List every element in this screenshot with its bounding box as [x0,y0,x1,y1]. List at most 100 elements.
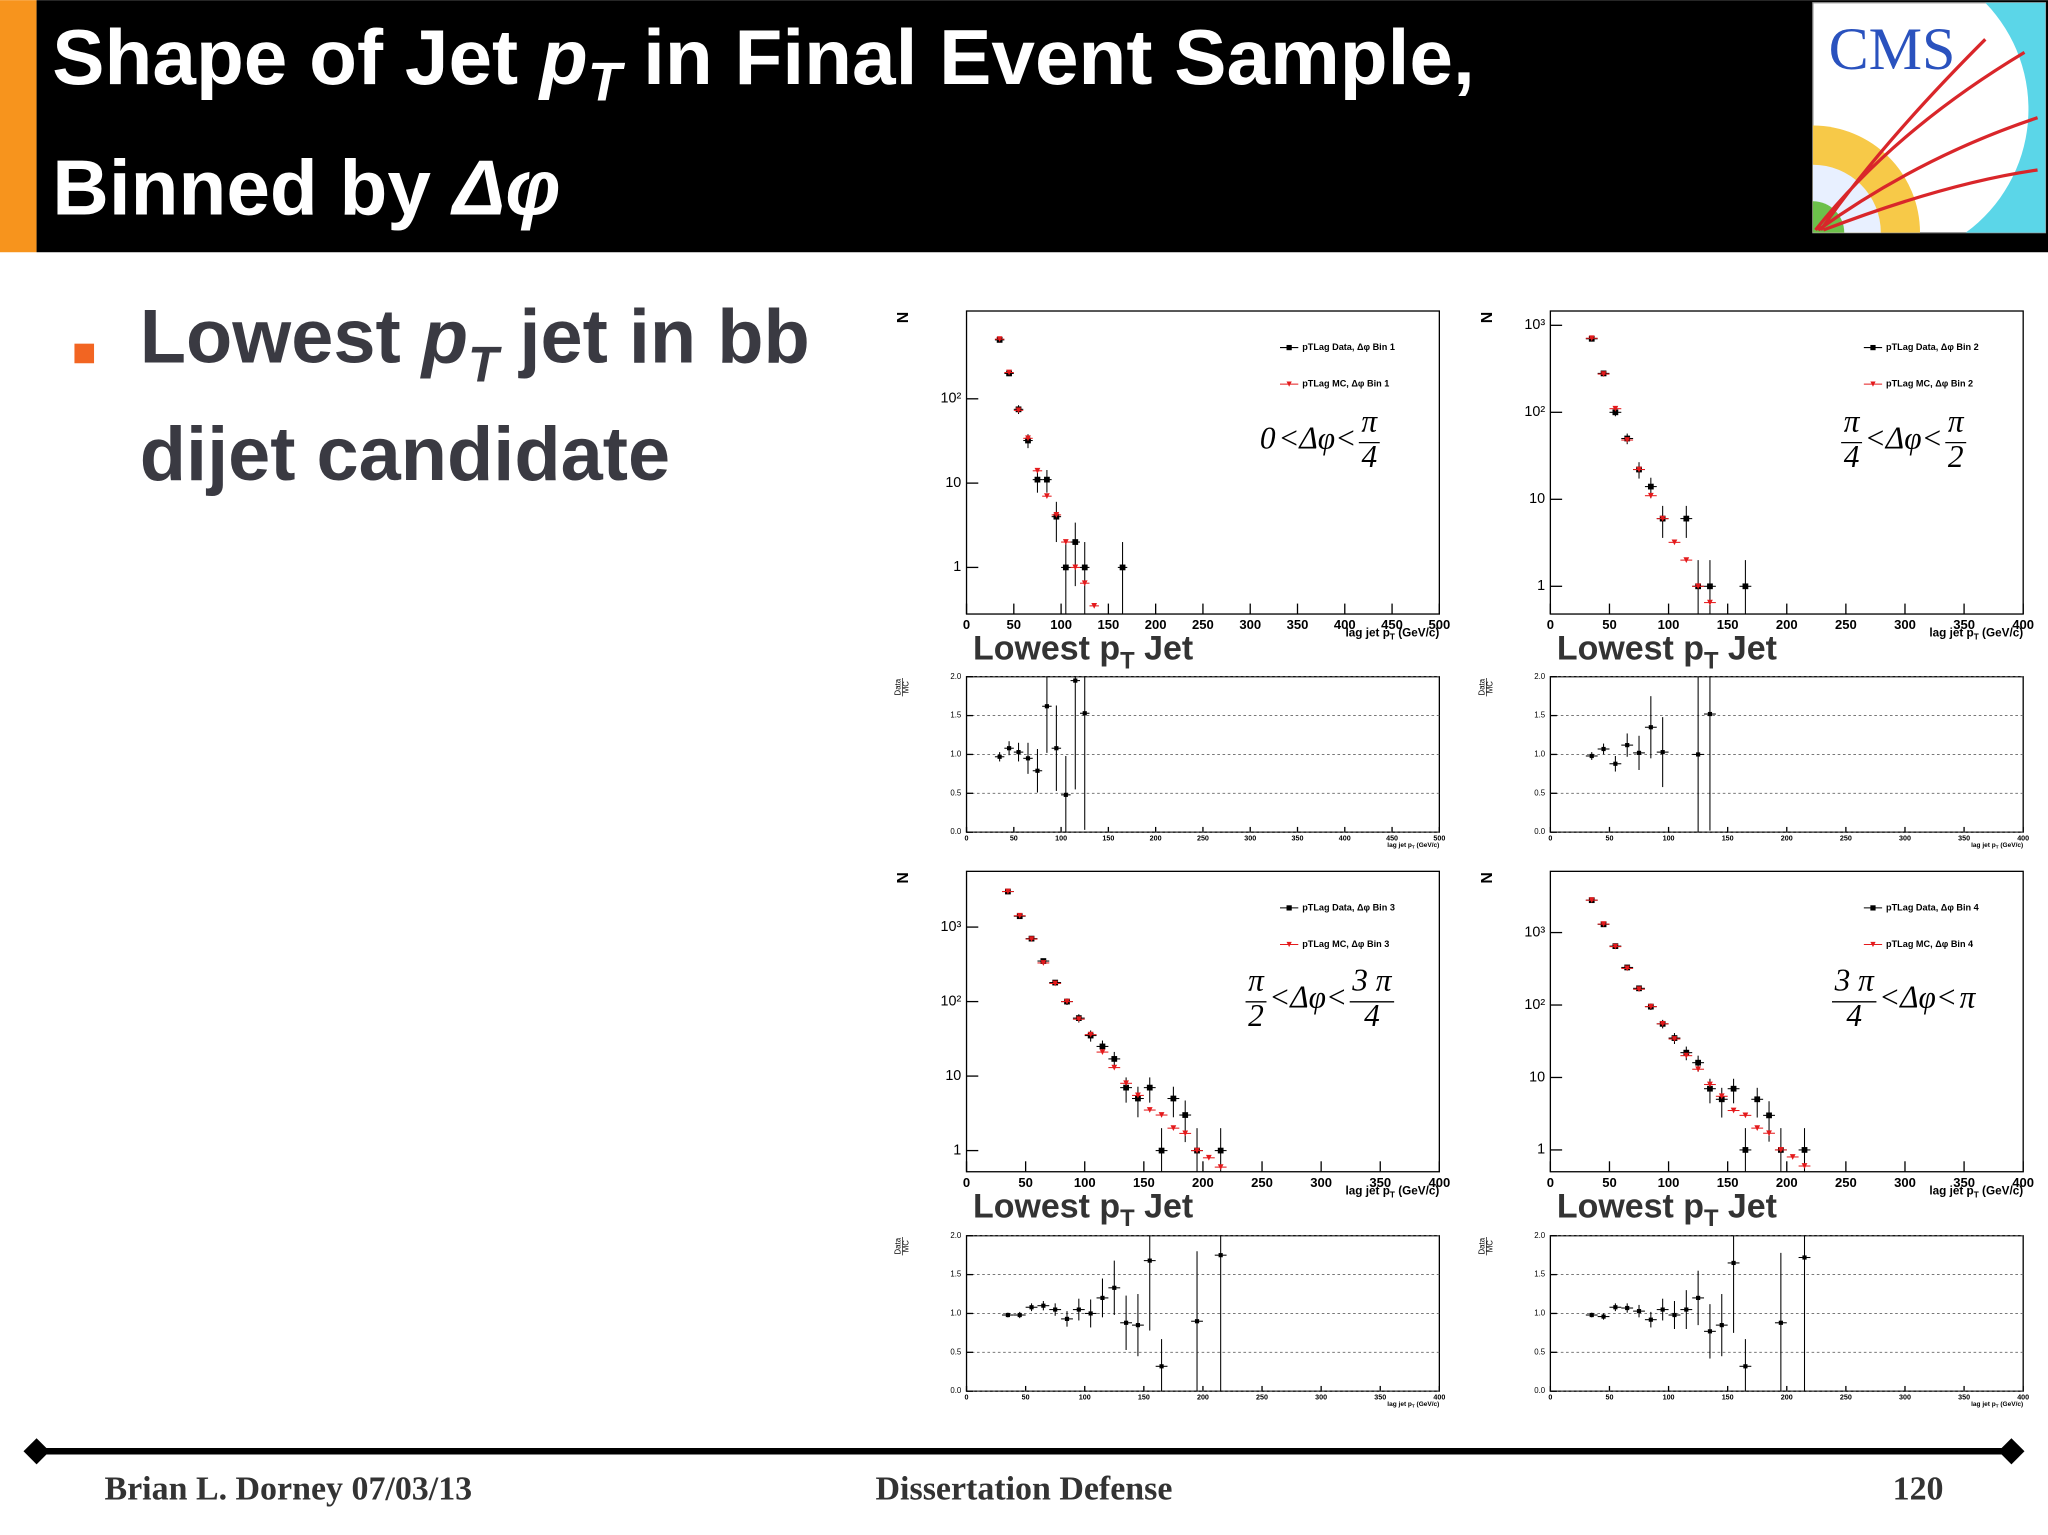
annotation-text: π [1960,980,1977,1015]
y-tick-label: 10 [1529,1069,1545,1085]
footer-diamond [23,1438,50,1465]
x-tick-label: 50 [1007,617,1022,632]
point [1612,943,1619,950]
point [1112,1285,1117,1290]
point [1062,564,1069,571]
point [1034,467,1041,474]
text-part: (GeV/c) [1979,627,2023,640]
legend-label: pTLag MC, Δφ Bin 1 [1302,379,1389,389]
point [1600,371,1607,377]
y-tick-label: 10² [1524,404,1545,420]
x-tick-label: 250 [1256,1394,1268,1402]
point [1158,1147,1165,1154]
point [1111,1056,1118,1062]
point [1659,515,1666,522]
point [1017,1312,1022,1318]
accent-strip [0,0,37,253]
point [1025,435,1031,442]
point [1053,512,1060,518]
point [1044,493,1050,500]
x-tick-label: 350 [1292,835,1304,843]
point [1081,564,1088,571]
page-number: 120 [1893,1471,1944,1508]
y-tick-label: 10 [945,475,961,491]
y-axis-label: MC [902,1240,911,1253]
plot-frame [965,870,1440,1173]
y-axis-label: MC [1485,1240,1494,1253]
text-part: (GeV/c) [1999,842,2024,849]
y-axis-label: N [1477,872,1494,883]
text-part: T [1974,1191,1979,1200]
y-tick-label: 10³ [941,919,962,935]
x-tick-label: 400 [1339,835,1351,843]
point [1659,1020,1666,1027]
annotation-text: <Δφ< [1278,420,1356,455]
point [1624,437,1631,443]
point [1707,1085,1713,1092]
bullet-text: Lowest pT jet in bb [140,294,810,392]
point [1683,1052,1690,1059]
point [1119,564,1126,571]
bullet-part: jet in bb [498,294,809,379]
point [1789,1154,1796,1160]
point [1063,792,1068,797]
point [996,336,1003,343]
text-part: Jet [1719,630,1777,668]
x-tick-label: 100 [1079,1394,1091,1402]
x-tick-label: 50 [1022,1394,1030,1402]
x-tick-label: 0 [963,617,970,632]
x-tick-label: 350 [1374,1394,1386,1402]
annotation-denominator: 4 [1364,998,1380,1033]
legend-marker [1870,381,1876,387]
annotation-numerator: π [1844,404,1861,439]
annotation-numerator: π [1361,404,1378,439]
point [1648,725,1653,730]
text-part: lag jet p [1971,842,1996,849]
y-axis-label: N [893,312,910,323]
point [1707,583,1713,590]
point [1683,557,1690,563]
point [1684,1307,1689,1312]
y-tick-label: 0.0 [1534,1386,1546,1395]
point [1081,580,1088,587]
text-part: lag jet p [1929,627,1973,640]
point [1111,1064,1118,1071]
y-tick-label: 1.5 [950,1270,962,1279]
point [1742,1112,1749,1119]
point [1194,1319,1200,1324]
y-tick-label: 2.0 [950,1231,962,1240]
y-tick-label: 1.5 [1534,711,1546,720]
legend-label: pTLag Data, Δφ Bin 2 [1886,342,1979,352]
point [1099,1043,1106,1050]
point [1076,1307,1081,1312]
point [1613,761,1618,766]
point [1006,746,1012,751]
bullet-text: dijet candidate [140,412,670,497]
x-tick-label: 450 [1386,835,1398,843]
x-tick-label: 450 [1381,617,1403,632]
text-part: (GeV/c) [1395,1184,1439,1197]
point [1707,711,1713,717]
x-tick-label: 250 [1835,617,1857,632]
x-tick-label: 100 [1663,835,1675,843]
x-tick-label: 150 [1722,835,1734,843]
x-tick-label: 0 [1547,1175,1554,1190]
y-tick-label: 1 [1537,1142,1545,1158]
panel-subtitle: Lowest pT Jet [1557,1187,1777,1232]
x-tick-label: 250 [1251,1175,1273,1190]
x-tick-label: 200 [1145,617,1167,632]
x-tick-label: 300 [1310,1175,1332,1190]
point [1707,1329,1713,1334]
x-tick-label: 250 [1840,835,1852,843]
annotation-denominator: 4 [1361,439,1377,474]
point [1062,539,1069,545]
point [1696,752,1701,757]
x-tick-label: 350 [1369,1175,1391,1190]
y-tick-label: 1.5 [1534,1270,1546,1279]
text-part: Jet [1135,630,1193,668]
y-axis-label: N [1477,312,1494,323]
x-tick-label: 350 [1958,835,1970,843]
point [1636,750,1642,755]
point [1801,1163,1808,1169]
y-tick-label: 10³ [1524,924,1545,940]
